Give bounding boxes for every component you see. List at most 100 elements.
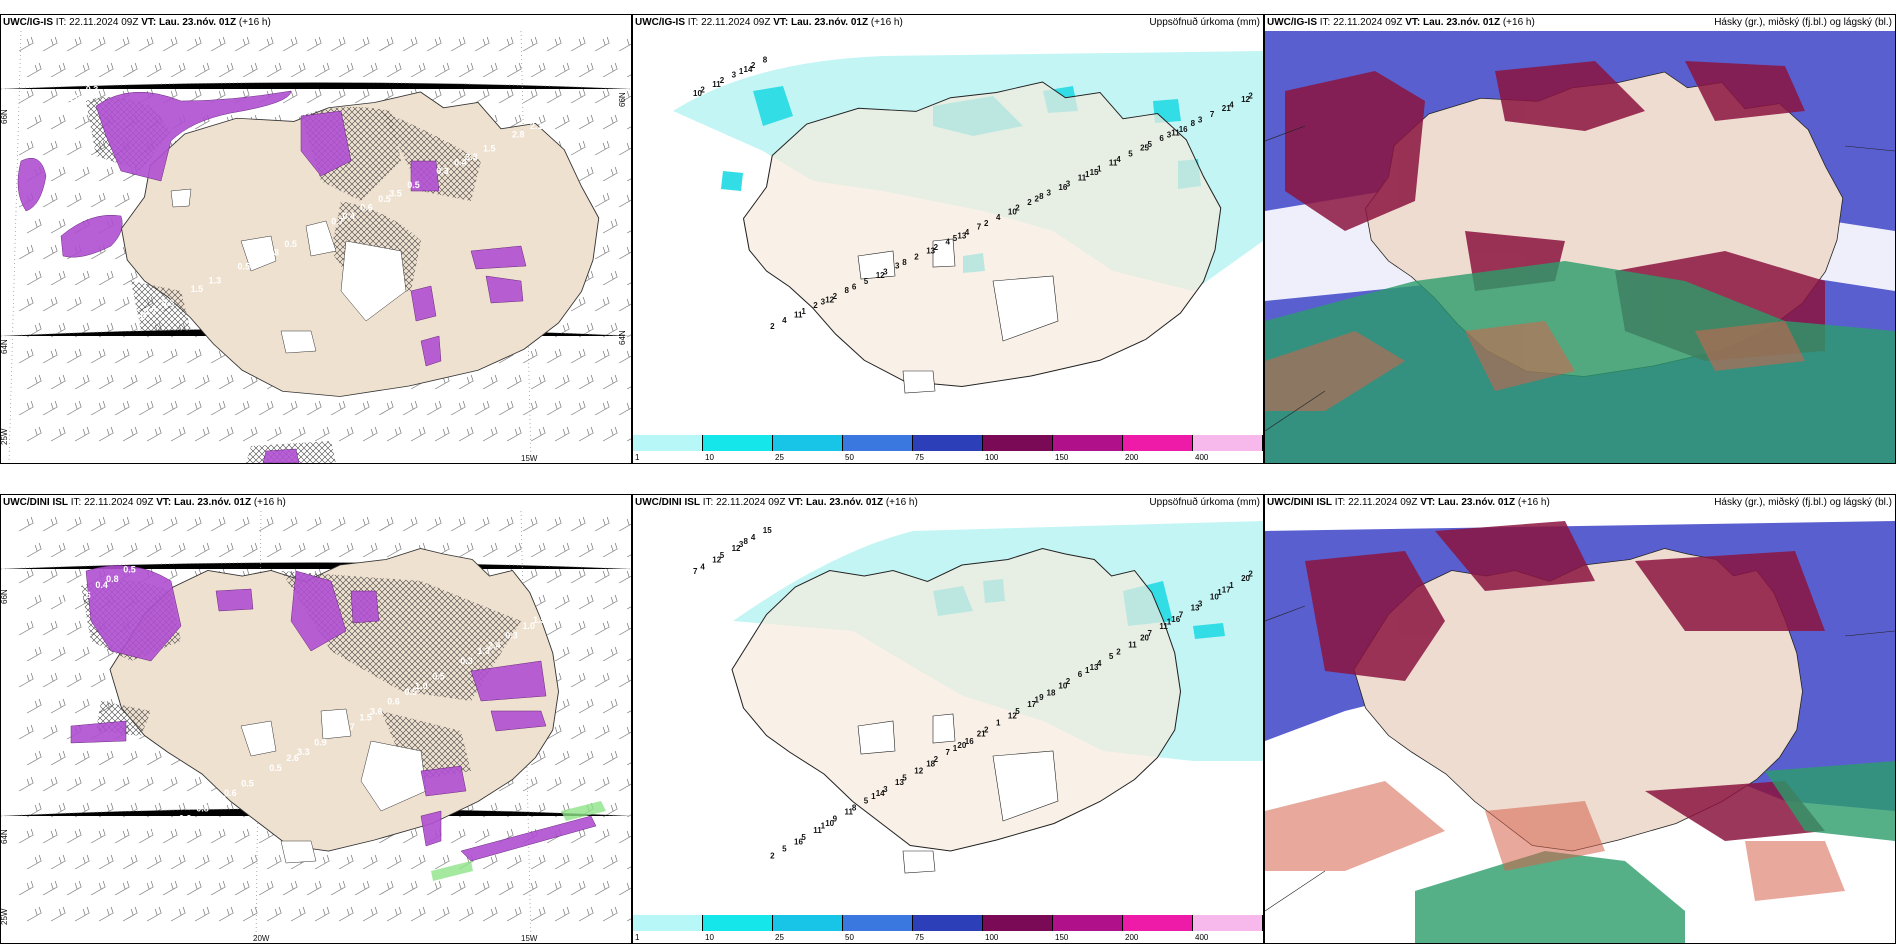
precip-amount-label: 3.6 — [370, 706, 383, 716]
wind-barb — [474, 88, 490, 104]
wind-barb — [218, 854, 234, 870]
wind-barb — [266, 854, 282, 870]
precip-total-label: 16 — [794, 837, 803, 846]
precip-total-label: 3 — [883, 268, 888, 277]
wind-barb — [90, 672, 106, 688]
precip-total-label: 1 — [1035, 696, 1040, 705]
wind-barb — [122, 854, 138, 870]
wind-barb — [506, 62, 522, 78]
wind-barb — [338, 854, 354, 870]
wind-barb — [26, 114, 42, 130]
wind-barb — [186, 880, 202, 896]
wind-barb — [170, 906, 186, 922]
wind-barb — [26, 750, 42, 766]
wind-barb — [290, 906, 306, 922]
wind-barb — [74, 542, 90, 558]
colorbar-tick: 10 — [705, 453, 714, 462]
precip-total-label: 12 — [712, 556, 721, 565]
wind-barb — [74, 426, 90, 442]
wind-barb — [522, 880, 538, 896]
precip-amount-label: 0.7 — [342, 722, 355, 732]
colorbar-swatch — [1123, 915, 1193, 931]
wind-barb — [146, 854, 162, 870]
wind-barb — [434, 906, 450, 922]
wind-barb — [234, 36, 250, 52]
wind-barb — [618, 89, 631, 104]
wind-barb — [602, 542, 618, 558]
wind-barb — [26, 802, 42, 818]
wind-barb — [66, 828, 82, 844]
wind-barb — [474, 36, 490, 52]
wind-barb — [530, 374, 546, 390]
colorbar-swatch — [843, 435, 913, 451]
wind-barb — [570, 672, 586, 688]
wind-barb — [618, 569, 631, 584]
precip-total-label: 18 — [926, 760, 935, 769]
precip-total-label: 20 — [1241, 574, 1250, 583]
wind-barb — [194, 426, 210, 442]
wind-barb — [594, 36, 610, 52]
wind-barb — [554, 698, 570, 714]
precip-total-label: 12 — [732, 544, 741, 553]
wind-barb — [162, 776, 178, 792]
precip-total-label: 11 — [845, 808, 854, 817]
colorbar-swatch — [983, 915, 1053, 931]
wind-barb — [26, 542, 42, 558]
precip-total-label: 1 — [1085, 170, 1090, 179]
wind-barb — [482, 374, 498, 390]
wind-barb — [530, 426, 546, 442]
wind-barb — [474, 880, 490, 896]
wind-barb — [402, 828, 418, 844]
wind-barb — [594, 192, 610, 208]
wind-barb — [90, 296, 106, 312]
wind-barb — [18, 348, 34, 364]
wind-barb — [306, 88, 322, 104]
wind-barb — [578, 114, 594, 130]
precip-amount-label: 0.8 — [39, 107, 52, 117]
wind-barb — [42, 776, 58, 792]
precip-amount-label: 0.5 — [378, 194, 391, 204]
wind-barb — [258, 516, 274, 532]
wind-barb — [482, 426, 498, 442]
wind-barb — [114, 516, 130, 532]
wind-barb — [578, 542, 594, 558]
precip-total-label: 10 — [693, 89, 702, 98]
precip-total-label: 4 — [700, 563, 705, 572]
precip-total-label: 2 — [934, 755, 939, 764]
wind-barb — [594, 776, 610, 792]
wind-barb — [402, 516, 418, 532]
precip-total-label: 4 — [1116, 155, 1121, 164]
wind-barb — [74, 854, 90, 870]
wind-barb — [602, 698, 618, 714]
colorbar-tick: 150 — [1055, 933, 1069, 942]
wind-barb — [26, 698, 42, 714]
wind-barb — [218, 542, 234, 558]
precip-total-label: 3 — [1047, 189, 1052, 198]
purple-precip — [17, 90, 527, 463]
precip-total-label: 2 — [720, 76, 725, 85]
wind-barb — [50, 218, 66, 234]
wind-barb — [618, 297, 631, 312]
wind-barb — [530, 854, 546, 870]
precip-amount-label: 0.6 — [360, 202, 373, 212]
graticule — [1265, 605, 1895, 912]
precip-total-label: 2 — [1248, 91, 1253, 100]
wind-barb — [386, 426, 402, 442]
wind-barb — [18, 400, 34, 416]
precip-total-label: 13 — [895, 778, 904, 787]
map-panel-bottom-cloud: UWC/DINI ISL IT: 22.11.2024 09Z VT: Lau.… — [1264, 494, 1896, 944]
wind-barb — [26, 374, 42, 390]
wind-barb — [594, 620, 610, 636]
precip-amount-label: 2.8 — [267, 248, 280, 258]
wind-barb — [42, 36, 58, 52]
precip-total-label: 1 — [1229, 581, 1234, 590]
wind-barb — [330, 880, 346, 896]
wind-barb — [74, 698, 90, 714]
wind-barb — [26, 594, 42, 610]
wind-barb — [18, 296, 34, 312]
wind-barb — [186, 400, 202, 416]
precip-total-label: 11 — [794, 310, 803, 319]
wind-barb — [434, 854, 450, 870]
wind-barb — [618, 673, 631, 688]
colorbar-tick: 100 — [985, 453, 999, 462]
